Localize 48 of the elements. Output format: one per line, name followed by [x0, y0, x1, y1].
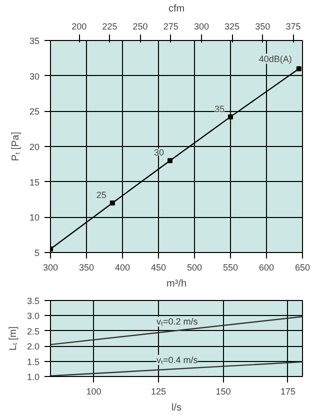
y-tick-label: 2.0 [26, 342, 40, 352]
x-tick-label: 175 [280, 386, 296, 396]
y-tick-label: 25 [29, 106, 40, 117]
annotation: 35 [214, 104, 225, 114]
y-tick-label: 30 [29, 71, 40, 82]
y-tick-label: 5 [34, 248, 40, 258]
annotation: 30 [154, 148, 164, 158]
x-tick-label: 300 [42, 262, 58, 272]
y-tick-label: 35 [29, 36, 40, 46]
annotation: 25 [96, 190, 106, 200]
y-tick-label: 2.5 [26, 326, 40, 336]
x-tick-label: 125 [150, 386, 166, 396]
series-label: vₜ=0.2 m/s [156, 316, 198, 327]
x2-axis-title: cfm [168, 4, 185, 14]
x-axis-title: l/s [172, 402, 182, 414]
x2-tick-label: 200 [72, 22, 87, 32]
x-tick-label: 400 [114, 262, 130, 272]
x-tick-label: 450 [150, 262, 166, 272]
x2-tick-label: 375 [286, 22, 301, 32]
x2-tick-label: 300 [194, 22, 209, 32]
y-tick-label: 10 [29, 212, 40, 223]
x-tick-label: 500 [186, 262, 202, 272]
x2-tick-label: 350 [255, 22, 270, 32]
x2-tick-label: 250 [132, 22, 148, 32]
x-axis-title: m³/h [166, 278, 186, 290]
x-tick-label: 550 [222, 262, 238, 272]
point [168, 158, 173, 164]
x-tick-label: 150 [216, 386, 231, 396]
y-axis-title: Pₜ [Pa] [10, 132, 22, 162]
x2-tick-label: 275 [163, 22, 178, 32]
y-tick-label: 1.5 [26, 356, 40, 367]
y-tick-label: 1.0 [26, 372, 40, 382]
point [296, 66, 302, 72]
x2-tick-label: 325 [224, 22, 240, 32]
x-tick-label: 100 [86, 386, 102, 396]
y-tick-label: 20 [29, 142, 40, 152]
x-tick-label: 650 [294, 262, 310, 272]
point [110, 200, 115, 206]
x2-tick-label: 225 [102, 22, 118, 32]
point [228, 114, 233, 120]
y-tick-label: 15 [29, 177, 40, 188]
x-tick-label: 350 [78, 262, 94, 272]
series-label: vₜ=0.4 m/s [156, 354, 198, 365]
annotation: 40dB(A) [258, 54, 292, 64]
y-tick-label: 3.5 [26, 296, 40, 306]
y-tick-label: 3.0 [26, 311, 40, 322]
x-tick-label: 600 [258, 262, 274, 272]
y-axis-title: Lₜ [m] [8, 326, 19, 351]
